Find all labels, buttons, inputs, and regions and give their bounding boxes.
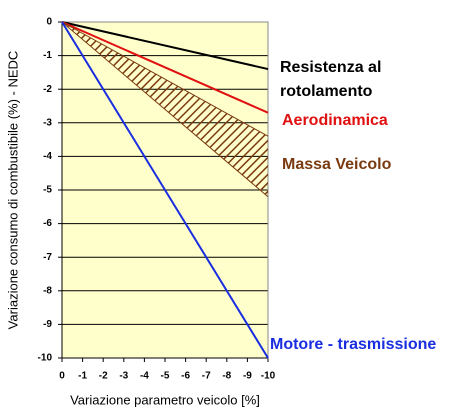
series-label: Aerodinamica bbox=[282, 112, 388, 129]
x-tick-label: -3 bbox=[119, 371, 128, 382]
y-tick-label: -1 bbox=[43, 50, 52, 61]
y-tick-label: 0 bbox=[46, 17, 52, 28]
y-tick-label: -9 bbox=[43, 319, 52, 330]
x-tick-label: -8 bbox=[222, 371, 231, 382]
y-tick-label: -5 bbox=[43, 185, 52, 196]
y-tick-label: -7 bbox=[43, 252, 52, 263]
y-tick-label: -6 bbox=[43, 218, 52, 229]
line bbox=[61, 21, 269, 71]
series-label: Resistenza al rotolamento bbox=[280, 59, 382, 100]
y-tick-label: -2 bbox=[43, 84, 52, 95]
y-tick-label: -8 bbox=[43, 285, 52, 296]
series-label: Motore - trasmissione bbox=[270, 336, 437, 353]
x-axis-label: Variazione parametro veicolo [%] bbox=[70, 392, 260, 407]
y-axis-label: Variazione consumo di combustibile (%) -… bbox=[5, 51, 20, 330]
x-tick-label: -2 bbox=[99, 371, 108, 382]
x-tick-label: -5 bbox=[161, 371, 170, 382]
y-tick-label: -10 bbox=[38, 353, 53, 364]
line bbox=[61, 21, 269, 114]
line bbox=[61, 21, 269, 359]
x-tick-label: -9 bbox=[243, 371, 252, 382]
band-edge bbox=[61, 21, 269, 198]
x-tick-label: -6 bbox=[181, 371, 190, 382]
x-tick-label: -10 bbox=[261, 371, 276, 382]
series-label: Massa Veicolo bbox=[282, 156, 392, 173]
x-tick-label: -1 bbox=[78, 371, 87, 382]
y-tick-label: -3 bbox=[43, 117, 52, 128]
x-tick-label: -7 bbox=[202, 371, 211, 382]
x-tick-label: -4 bbox=[140, 371, 149, 382]
x-tick-label: 0 bbox=[59, 371, 65, 382]
band-edge bbox=[61, 21, 269, 137]
y-tick-label: -4 bbox=[43, 151, 52, 162]
